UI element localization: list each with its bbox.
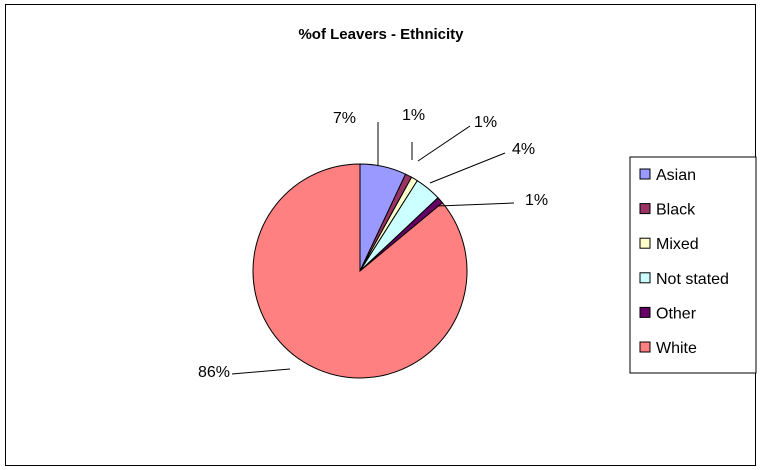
data-labels: 7% 1% 1% 4% 1% 86% <box>198 107 548 381</box>
legend-label-asian: Asian <box>656 167 696 184</box>
legend-label-black: Black <box>656 202 696 219</box>
leader-line-mixed <box>417 125 471 162</box>
data-label-mixed: 1% <box>474 114 497 131</box>
data-label-white: 86% <box>198 364 230 381</box>
legend-label-not-stated: Not stated <box>656 271 729 288</box>
pie-slice-white <box>252 163 468 379</box>
legend-swatch-other <box>639 306 651 318</box>
data-label-asian: 7% <box>333 110 356 127</box>
legend-label-white: White <box>656 340 697 357</box>
legend-swatch-black <box>639 203 651 215</box>
legend: Asian Black Mixed Not stated Other White <box>629 156 757 374</box>
legend-swatch-white <box>639 341 651 353</box>
legend-swatch-mixed <box>639 237 651 249</box>
legend-box <box>629 156 757 374</box>
pie-slices <box>252 163 468 379</box>
leader-lines <box>231 122 515 375</box>
legend-swatch-asian <box>639 168 651 180</box>
data-label-not-stated: 4% <box>512 141 535 158</box>
data-label-black: 1% <box>402 107 425 124</box>
legend-swatch-not-stated <box>639 272 651 284</box>
data-label-other: 1% <box>525 192 548 209</box>
chart-title: %of Leavers - Ethnicity <box>298 26 464 43</box>
leader-line-other <box>437 202 515 207</box>
leader-line-white <box>231 368 291 375</box>
legend-label-mixed: Mixed <box>656 236 699 253</box>
leader-line-not-stated <box>429 152 506 184</box>
legend-label-other: Other <box>656 305 697 322</box>
